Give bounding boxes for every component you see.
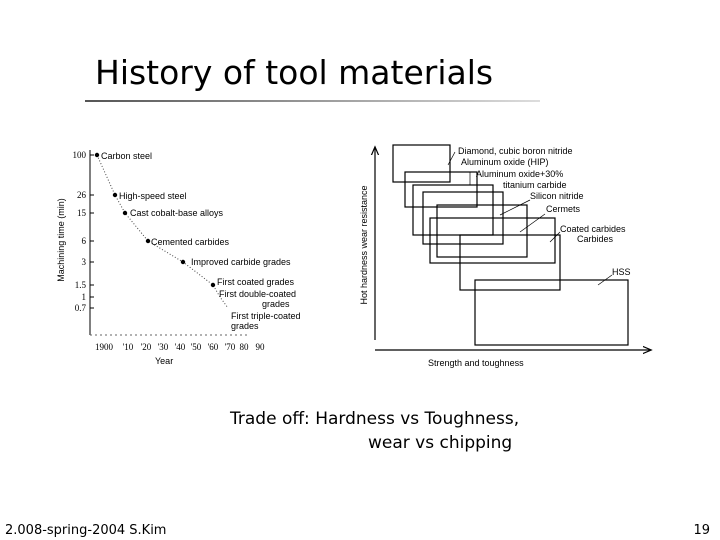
x-tick-label: 1900	[95, 342, 114, 352]
material-label: Aluminum oxide (HIP)	[461, 157, 549, 167]
trend-curve	[96, 154, 229, 309]
y-tick-label: 6	[82, 236, 87, 246]
point-label: grades	[262, 299, 290, 309]
material-label: Silicon nitride	[530, 191, 584, 201]
material-label: Aluminum oxide+30%	[476, 169, 563, 179]
footer: 2.008-spring-2004 S.Kim	[5, 523, 166, 538]
material-box	[436, 204, 528, 258]
x-axis-label: Year	[155, 356, 173, 366]
page-number: 19	[693, 523, 710, 538]
material-box	[429, 217, 556, 264]
data-point	[94, 152, 100, 158]
caption-line: wear vs chipping	[368, 433, 512, 453]
data-point	[210, 282, 216, 288]
x-tick-label: '40	[175, 342, 186, 352]
title-rule	[85, 100, 540, 102]
point-label: First double-coated	[219, 289, 296, 299]
slide-title: History of tool materials	[95, 53, 493, 92]
y-tick-label: 0.7	[75, 303, 87, 313]
data-point	[180, 259, 186, 265]
material-label: Coated carbides	[560, 224, 626, 234]
material-label: HSS	[612, 267, 631, 277]
x-tick-label: '30	[158, 342, 169, 352]
caption-line: Trade off: Hardness vs Toughness,	[229, 409, 519, 429]
y-tick-label: 3	[82, 257, 87, 267]
material-box	[474, 279, 629, 346]
x-axis-label: Strength and toughness	[428, 358, 524, 368]
y-tick-label: 1.5	[75, 280, 87, 290]
point-label: High-speed steel	[119, 191, 187, 201]
material-box	[459, 234, 561, 291]
x-tick-label: '60	[208, 342, 219, 352]
material-label: Carbides	[577, 234, 614, 244]
right-figure: Hot hardness wear resistance Strength an…	[359, 144, 650, 368]
data-point	[112, 192, 118, 198]
y-tick-label: 26	[77, 190, 87, 200]
point-label: First triple-coated	[231, 311, 301, 321]
material-box	[412, 184, 494, 236]
point-label: Cemented carbides	[151, 237, 230, 247]
material-label: Diamond, cubic boron nitride	[458, 146, 573, 156]
y-tick-label: 1	[82, 292, 87, 302]
x-tick-label: '20	[141, 342, 152, 352]
data-point	[145, 238, 151, 244]
material-box	[392, 144, 451, 183]
y-tick-label: 15	[77, 208, 87, 218]
point-label: Improved carbide grades	[191, 257, 291, 267]
material-box	[404, 171, 478, 208]
point-label: grades	[231, 321, 259, 331]
x-tick-label: '70	[225, 342, 236, 352]
point-label: First coated grades	[217, 277, 295, 287]
y-axis-label: Hot hardness wear resistance	[359, 185, 369, 304]
y-axis-label: Machining time (min)	[56, 198, 66, 282]
data-point	[122, 210, 128, 216]
point-label: Cast cobalt-base alloys	[130, 208, 224, 218]
y-tick-label: 100	[73, 150, 87, 160]
x-tick-label: 80	[240, 342, 250, 352]
x-tick-label: 90	[256, 342, 266, 352]
x-tick-label: '50	[191, 342, 202, 352]
material-label: titanium carbide	[503, 180, 567, 190]
point-label: Carbon steel	[101, 151, 152, 161]
leader-lines	[447, 151, 613, 286]
material-label: Cermets	[546, 204, 581, 214]
x-tick-label: '10	[123, 342, 134, 352]
left-figure: Machining time (min) Year	[56, 150, 250, 366]
